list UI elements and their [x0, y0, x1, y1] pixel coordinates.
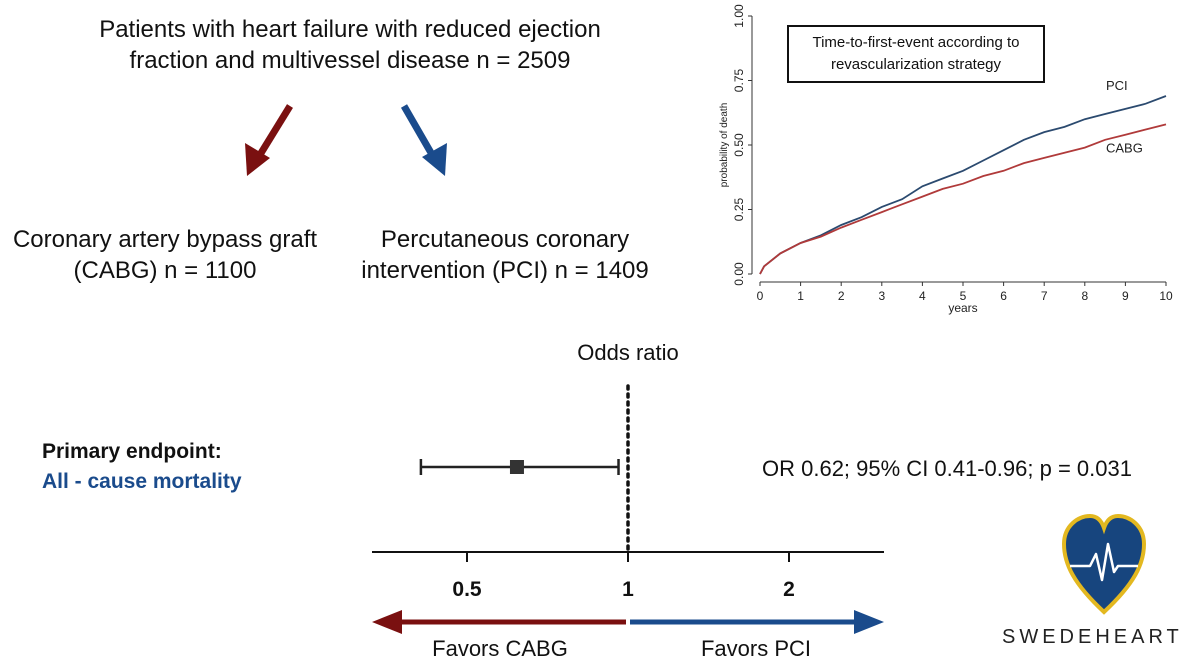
favors-pci-arrow-head — [854, 610, 884, 634]
km-x-tick-label: 5 — [960, 289, 967, 303]
odds-ratio-result: OR 0.62; 95% CI 0.41-0.96; p = 0.031 — [762, 456, 1132, 481]
km-y-tick-label: 1.00 — [732, 4, 746, 28]
km-y-axis-label: probability of death — [719, 103, 730, 188]
favors-pci-label: Favors PCI — [701, 636, 811, 658]
pci-arm-line1: Percutaneous coronary — [380, 226, 630, 253]
cabg-arm-line2: (CABG) n = 1100 — [73, 257, 257, 284]
km-x-tick-label: 8 — [1081, 289, 1088, 303]
study-population-title-line1: Patients with heart failure with reduced… — [99, 16, 601, 43]
pci-arm-line2: intervention (PCI) n = 1409 — [361, 257, 649, 284]
km-y-tick-label: 0.50 — [732, 133, 746, 157]
km-y-tick-label: 0.00 — [732, 262, 746, 286]
allocation-arrows — [245, 104, 447, 176]
km-y-tick-label: 0.75 — [732, 68, 746, 92]
km-x-tick-label: 0 — [757, 289, 764, 303]
cabg-allocation-arrow — [245, 104, 293, 176]
km-x-tick-label: 9 — [1122, 289, 1129, 303]
km-series-label-cabg: CABG — [1106, 140, 1143, 155]
km-x-tick-label: 1 — [797, 289, 804, 303]
km-series-cabg — [759, 123, 1167, 275]
km-chart-title-line2: revascularization strategy — [830, 56, 1002, 73]
swedeheart-heart-icon — [1062, 514, 1146, 615]
cabg-arm-line1: Coronary artery bypass graft — [12, 226, 318, 253]
pci-arm-label: Percutaneous coronary intervention (PCI)… — [340, 224, 670, 286]
forest-plot: 0.5 1 2 Odds ratio Favors CABG Favors PCI — [372, 340, 884, 658]
km-x-tick-label: 4 — [919, 289, 926, 303]
km-chart-title: Time-to-first-event according to revascu… — [787, 25, 1045, 83]
forest-title: Odds ratio — [577, 340, 679, 365]
km-x-axis-label: years — [948, 301, 977, 315]
km-x-tick-label: 2 — [838, 289, 845, 303]
favors-cabg-label: Favors CABG — [432, 636, 568, 658]
pci-allocation-arrow — [400, 104, 447, 176]
forest-x-tick-label: 1 — [622, 578, 634, 601]
forest-x-tick-label: 2 — [783, 578, 795, 601]
km-x-tick-label: 6 — [1000, 289, 1007, 303]
km-x-tick-label: 10 — [1159, 289, 1173, 303]
forest-x-tick-label: 0.5 — [452, 578, 482, 601]
primary-endpoint-name: All - cause mortality — [42, 470, 242, 493]
favors-cabg-arrow-head — [372, 610, 402, 634]
km-chart-title-line1: Time-to-first-event according to — [812, 34, 1020, 51]
km-y-tick-label: 0.25 — [732, 197, 746, 221]
primary-endpoint-label: Primary endpoint: — [42, 440, 222, 463]
km-chart: 0.00 0.25 0.50 0.75 1.00 0 1 2 3 4 5 6 7 8 9 10 years pro… — [719, 4, 1173, 315]
km-x-tick-label: 7 — [1041, 289, 1048, 303]
cabg-arm-label: Coronary artery bypass graft (CABG) n = … — [0, 224, 330, 286]
forest-point-estimate — [509, 460, 524, 474]
swedeheart-logo-text: SWEDEHEART — [1002, 626, 1183, 648]
km-series-label-pci: PCI — [1106, 78, 1128, 93]
km-x-tick-label: 3 — [878, 289, 885, 303]
study-population-title-line2: fraction and multivessel disease n = 250… — [129, 47, 571, 74]
km-series-pci — [759, 95, 1167, 275]
study-population-title: Patients with heart failure with reduced… — [40, 14, 660, 76]
